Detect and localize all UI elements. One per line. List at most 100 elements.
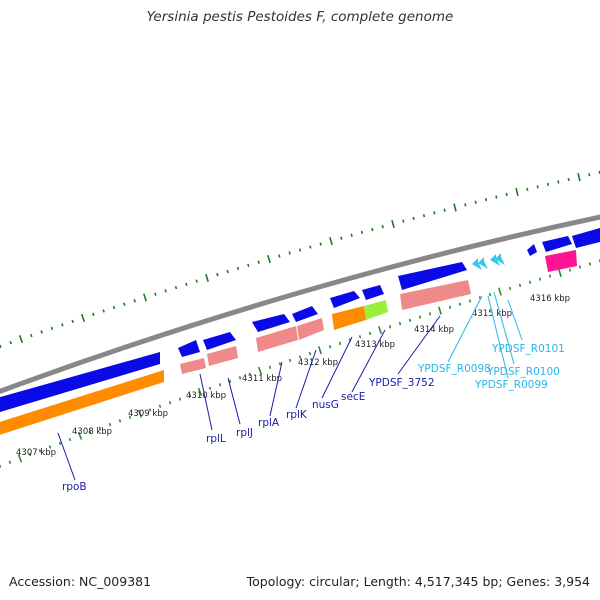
inner-tick (528, 280, 532, 284)
rna-label: YPDSF_R0101 (491, 343, 565, 355)
cds-rplA (252, 314, 290, 332)
cds-YPDSF_3752 (398, 262, 467, 290)
gene-leader-line (295, 349, 317, 409)
inner-tick (538, 277, 542, 281)
cds-r2 (542, 236, 572, 252)
gene-rplK (297, 318, 324, 340)
inner-tick (137, 409, 143, 418)
outer-tick (515, 187, 519, 196)
outer-tick (30, 333, 33, 338)
inner-tick (438, 306, 442, 315)
inner-tick (77, 431, 83, 440)
inner-tick (578, 265, 582, 269)
tick-label: 4313 kbp (355, 340, 395, 350)
inner-tick (418, 315, 422, 319)
tick-label: 4312 kbp (298, 358, 338, 368)
inner-tick (358, 335, 362, 339)
outer-tick (133, 299, 136, 303)
outer-tick (546, 182, 550, 187)
cds-r3 (572, 228, 600, 248)
inner-tick (558, 268, 562, 278)
outer-tick (164, 289, 167, 293)
gene-YPDSF_3752 (400, 280, 471, 310)
rna-label: YPDSF_R0099 (474, 379, 548, 391)
outer-tick (0, 344, 2, 349)
outer-tick (391, 219, 395, 228)
inner-tick (488, 292, 492, 297)
outer-tick (309, 245, 312, 249)
inner-tick (408, 318, 412, 322)
outer-tick (433, 211, 436, 215)
gene-secE (364, 300, 388, 320)
outer-tick (257, 260, 260, 264)
gene-leader-line (227, 377, 241, 425)
cds-rpoB (0, 352, 160, 412)
inner-tick (58, 441, 62, 445)
inner-tick (17, 454, 23, 463)
inner-tick (448, 305, 452, 310)
inner-tick (28, 452, 32, 457)
cds-top-lane (0, 228, 600, 412)
genome-summary-text: Topology: circular; Length: 4,517,345 bp… (246, 574, 590, 589)
outer-tick (474, 200, 477, 204)
gene-nusG (332, 306, 366, 330)
outer-tick (236, 266, 240, 271)
cds-rplK (292, 306, 318, 322)
inner-tick (248, 372, 252, 376)
tick-label: 4311 kbp (242, 374, 282, 384)
outer-tick (350, 233, 353, 237)
outer-tick (319, 242, 322, 246)
inner-tick (118, 419, 122, 423)
outer-tick (143, 293, 147, 302)
outer-tick (577, 173, 581, 182)
inner-tick (257, 366, 263, 375)
outer-tick (226, 269, 229, 274)
outer-tick (92, 312, 95, 317)
outer-tick (526, 187, 529, 192)
outer-tick (205, 273, 209, 282)
inner-tick (388, 325, 392, 329)
outer-tick (102, 309, 105, 313)
rna-leader-line (487, 295, 509, 379)
tick-label: 4309 kbp (128, 409, 168, 419)
gene-leader-line (351, 329, 386, 393)
trna-marks (472, 253, 505, 270)
gene-label: rplL (206, 433, 226, 445)
outer-tick (464, 203, 467, 207)
trna-R0099 (478, 257, 488, 269)
inner-tick (158, 404, 162, 408)
gene-rplJ (207, 346, 238, 366)
gene-leader-line (397, 315, 441, 375)
outer-tick (185, 282, 188, 287)
gene-label: secE (341, 391, 365, 403)
gene-leader-line (269, 361, 283, 417)
trna-R0098 (472, 258, 482, 270)
rna-label: YPDSF_R0100 (486, 366, 560, 378)
outer-tick (247, 263, 250, 267)
genome-backbone (0, 214, 600, 394)
inner-tick (288, 358, 292, 363)
outer-tick (402, 219, 405, 223)
inner-tick (68, 437, 72, 442)
outer-tick (50, 326, 54, 331)
outer-tick (40, 330, 43, 334)
tick-label: 4307 kbp (16, 448, 56, 458)
rna-leader-line (447, 295, 483, 363)
outer-tick (61, 323, 64, 327)
inner-tick (568, 268, 572, 272)
outer-tick (80, 313, 86, 322)
map-title: Yersinia pestis Pestoides F, complete ge… (146, 9, 454, 25)
tick-label: 4316 kbp (530, 294, 570, 304)
outer-tick (360, 230, 364, 235)
inner-tick (0, 464, 2, 468)
outer-tick (278, 254, 281, 258)
cds-rplL (178, 340, 200, 357)
outer-tick (154, 292, 157, 296)
inner-tick (498, 287, 502, 296)
gene-label: rplJ (236, 427, 253, 439)
accession-text: Accession: NC_009381 (9, 574, 152, 589)
outer-tick (298, 248, 302, 252)
outer-tick (422, 213, 426, 218)
gene-leader-line (321, 336, 353, 399)
outer-tick (505, 192, 508, 197)
